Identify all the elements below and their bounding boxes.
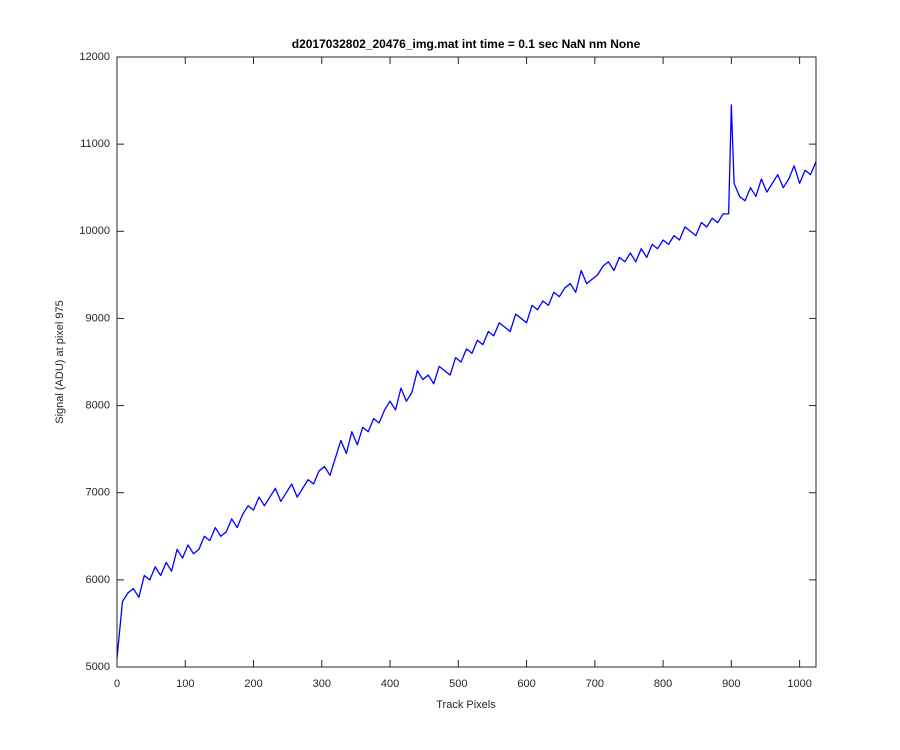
- y-tick-label: 9000: [86, 312, 110, 324]
- x-tick-label: 200: [244, 678, 262, 690]
- x-tick-label: 500: [449, 678, 467, 690]
- y-tick-label: 11000: [80, 138, 110, 150]
- x-tick-label: 400: [381, 678, 399, 690]
- y-tick-label: 7000: [86, 487, 110, 499]
- x-tick-label: 300: [313, 678, 331, 690]
- x-tick-label: 700: [586, 678, 604, 690]
- y-tick-label: 5000: [86, 661, 110, 673]
- y-axis-label: Signal (ADU) at pixel 975: [54, 300, 66, 424]
- x-axis-label: Track Pixels: [436, 699, 496, 711]
- x-tick-label: 900: [722, 678, 740, 690]
- y-tick-label: 8000: [86, 399, 110, 411]
- x-tick-label: 100: [176, 678, 194, 690]
- y-tick-label: 10000: [79, 225, 110, 237]
- x-tick-label: 800: [654, 678, 672, 690]
- y-tick-label: 6000: [86, 574, 110, 586]
- y-tick-label: 12000: [79, 51, 110, 63]
- x-tick-label: 0: [114, 678, 120, 690]
- axes-box: [116, 56, 817, 668]
- data-line: [116, 104, 817, 659]
- x-tick-label: 1000: [787, 678, 811, 690]
- x-tick-label: 600: [517, 678, 535, 690]
- chart-title: d2017032802_20476_img.mat int time = 0.1…: [292, 37, 641, 51]
